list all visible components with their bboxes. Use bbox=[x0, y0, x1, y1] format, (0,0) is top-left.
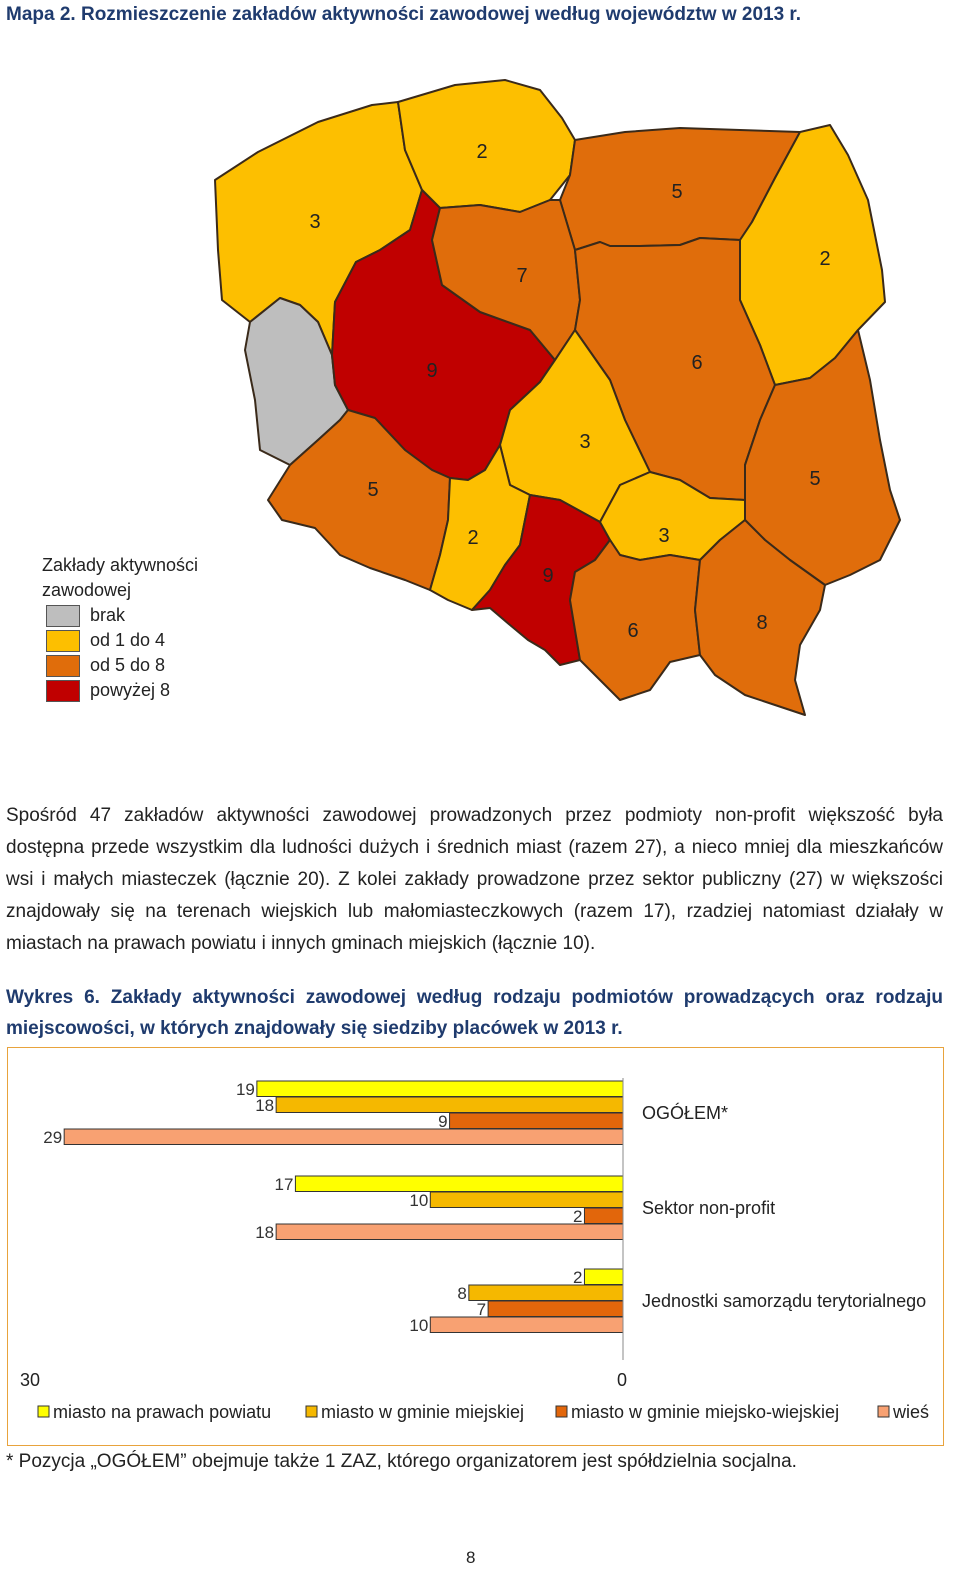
axis-tick-right: 0 bbox=[617, 1370, 627, 1390]
legend-swatch-yellow bbox=[46, 629, 80, 652]
legend-swatch-gray bbox=[46, 604, 80, 627]
legend-item-above-8: powyżej 8 bbox=[46, 678, 198, 703]
axis-tick-left: 30 bbox=[20, 1370, 40, 1390]
bar-1-3 bbox=[275, 1223, 624, 1240]
bar-2-1 bbox=[468, 1284, 624, 1301]
legend-swatch-red bbox=[46, 679, 80, 702]
page-number: 8 bbox=[466, 1548, 476, 1567]
legend-item-1-4: od 1 do 4 bbox=[46, 628, 198, 653]
value-swietokrzyskie: 3 bbox=[658, 525, 669, 547]
legend-swatch-2 bbox=[555, 1405, 568, 1418]
legend-title-line2: zawodowej bbox=[42, 580, 132, 600]
data-label-2-3: 10 bbox=[409, 1316, 428, 1335]
legend-label: od 5 do 8 bbox=[90, 655, 166, 675]
bar-1-1 bbox=[429, 1191, 624, 1208]
poland-map: 3 2 5 2 9 7 6 3 5 5 2 9 3 6 8 bbox=[214, 79, 901, 716]
bar-0-2 bbox=[449, 1112, 624, 1129]
data-label-1-3: 18 bbox=[255, 1223, 274, 1242]
bar-0-1 bbox=[275, 1096, 624, 1113]
bar-2-3 bbox=[429, 1316, 624, 1333]
value-wielkopolskie: 9 bbox=[426, 360, 437, 382]
legend-item-5-8: od 5 do 8 bbox=[46, 653, 198, 678]
bar-1-2 bbox=[583, 1207, 624, 1224]
data-label-2-2: 7 bbox=[477, 1300, 486, 1319]
legend-label: od 1 do 4 bbox=[90, 630, 166, 650]
legend-swatch-orange bbox=[46, 654, 80, 677]
category-label-0: OGÓŁEM* bbox=[642, 1102, 728, 1123]
value-pomorskie: 2 bbox=[476, 141, 487, 163]
data-label-2-1: 8 bbox=[457, 1284, 466, 1303]
data-label-0-3: 29 bbox=[43, 1128, 62, 1147]
legend-item-brak: brak bbox=[46, 603, 198, 628]
data-label-0-2: 9 bbox=[438, 1112, 447, 1131]
legend-swatch-3 bbox=[877, 1405, 890, 1418]
legend-label-1: miasto w gminie miejskiej bbox=[321, 1402, 524, 1422]
data-label-0-1: 18 bbox=[255, 1096, 274, 1115]
bar-0-3 bbox=[63, 1128, 624, 1145]
data-label-0-0: 19 bbox=[236, 1080, 255, 1099]
legend-label: powyżej 8 bbox=[90, 680, 171, 700]
chart-container: 19 18 9 29 OGÓŁEM* 17 10 2 18 Sektor non-profit 2 8… bbox=[7, 1047, 944, 1446]
legend-label: brak bbox=[90, 605, 126, 625]
footnote: * Pozycja „OGÓŁEM” obejmuje także 1 ZAZ,… bbox=[6, 1451, 797, 1472]
region-podkarpackie bbox=[694, 519, 826, 716]
value-opolskie: 2 bbox=[467, 527, 478, 549]
legend-label-2: miasto w gminie miejsko-wiejskiej bbox=[571, 1402, 839, 1422]
category-label-2: Jednostki samorządu terytorialnego bbox=[642, 1291, 926, 1311]
chart-title: Wykres 6. Zakłady aktywności zawodowej w… bbox=[6, 987, 943, 1039]
legend-label-0: miasto na prawach powiatu bbox=[53, 1402, 271, 1422]
value-mazowieckie: 6 bbox=[691, 352, 702, 374]
category-label-1: Sektor non-profit bbox=[642, 1198, 775, 1218]
value-lubelskie: 5 bbox=[809, 468, 820, 490]
value-podkarpackie: 8 bbox=[756, 612, 767, 634]
map-title: Mapa 2. Rozmieszczenie zakładów aktywnoś… bbox=[6, 4, 802, 25]
bar-2-0 bbox=[583, 1268, 624, 1285]
data-label-1-0: 17 bbox=[274, 1175, 293, 1194]
value-podlaskie: 2 bbox=[819, 248, 830, 270]
bar-2-2 bbox=[487, 1300, 624, 1317]
data-label-1-1: 10 bbox=[409, 1191, 428, 1210]
legend-label-3: wieś bbox=[892, 1402, 929, 1422]
bar-1-0 bbox=[294, 1175, 624, 1192]
value-lodzkie: 3 bbox=[579, 431, 590, 453]
data-label-1-2: 2 bbox=[573, 1207, 582, 1226]
value-slaskie: 9 bbox=[542, 565, 553, 587]
value-malopolskie: 6 bbox=[627, 620, 638, 642]
legend-title-line1: Zakłady aktywności bbox=[42, 555, 199, 575]
bar-0-0 bbox=[256, 1080, 624, 1097]
value-warminsko-mazurskie: 5 bbox=[671, 181, 682, 203]
value-kujawsko-pomorskie: 7 bbox=[516, 265, 527, 287]
map-legend: Zakłady aktywności zawodowej brak od 1 d… bbox=[42, 553, 198, 703]
data-label-2-0: 2 bbox=[573, 1268, 582, 1287]
legend-swatch-1 bbox=[305, 1405, 318, 1418]
body-paragraph: Spośród 47 zakładów aktywności zawodowej… bbox=[6, 805, 943, 954]
legend-swatch-0 bbox=[37, 1405, 50, 1418]
value-dolnoslaskie: 5 bbox=[367, 479, 378, 501]
value-zachodniopomorskie: 3 bbox=[309, 211, 320, 233]
